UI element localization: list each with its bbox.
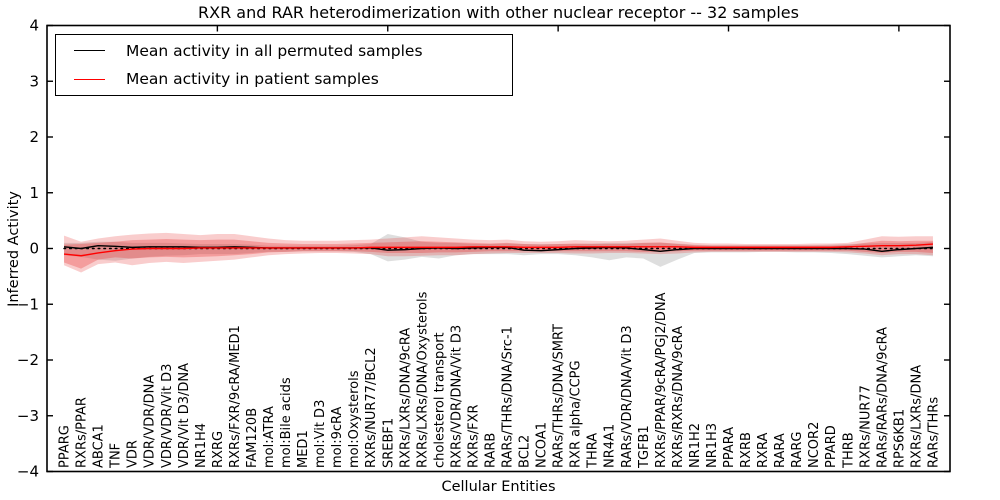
band-patient-outer bbox=[64, 232, 933, 273]
x-category-label: ABCA1 bbox=[92, 424, 107, 468]
x-category-label: RARs/RARs/DNA/9cRA bbox=[875, 327, 890, 468]
x-category-label: VDR/Vit D3/DNA bbox=[177, 363, 192, 468]
y-tick-label: −4 bbox=[17, 463, 39, 481]
x-category-label: VDR/VDR/DNA bbox=[143, 375, 158, 468]
x-category-label: TNF bbox=[109, 443, 124, 469]
x-category-label: RXRs/FXR/9cRA/MED1 bbox=[228, 325, 243, 468]
x-category-label: RXRs/FXR bbox=[466, 404, 481, 468]
x-category-label: RXRs/RXRs/DNA/9cRA bbox=[671, 326, 686, 468]
x-category-label: RARG bbox=[790, 431, 805, 468]
x-category-label: mol:ATRA bbox=[262, 406, 277, 468]
x-category-label: RXRs/NUR77 bbox=[858, 385, 873, 468]
y-tick-label: −1 bbox=[17, 295, 39, 313]
x-category-label: RXRG bbox=[211, 431, 226, 468]
legend-item-permuted: Mean activity in all permuted samples bbox=[56, 38, 512, 64]
x-category-label: RXRs/VDR/DNA/Vit D3 bbox=[449, 325, 464, 468]
x-axis-label: Cellular Entities bbox=[441, 479, 556, 495]
x-category-label: mol:Bile acids bbox=[279, 377, 294, 468]
x-category-label: RXRB bbox=[739, 432, 754, 468]
x-category-label: BCL2 bbox=[518, 435, 533, 468]
x-category-label: RARs/THRs/DNA/Src-1 bbox=[501, 326, 516, 468]
x-category-label: NR1H3 bbox=[705, 423, 720, 468]
y-tick-label: 0 bbox=[29, 240, 39, 258]
y-tick-label: 2 bbox=[29, 128, 39, 146]
legend: Mean activity in all permuted samples Me… bbox=[55, 34, 513, 96]
x-category-label: TGFB1 bbox=[637, 425, 652, 469]
x-category-label: RXRA bbox=[756, 433, 771, 468]
x-category-label: SREBF1 bbox=[381, 418, 396, 468]
x-category-label: THRA bbox=[586, 433, 601, 469]
x-category-label: mol:9cRA bbox=[330, 406, 345, 468]
x-category-label: NR1H4 bbox=[194, 423, 209, 468]
y-tick-label: −2 bbox=[17, 351, 39, 369]
x-category-label: RARs/THRs/DNA/SMRT bbox=[552, 324, 567, 468]
x-category-label: RXRs/NUR77/BCL2 bbox=[364, 347, 379, 468]
x-category-label: RARB bbox=[483, 433, 498, 468]
x-category-label: RARs/VDR/DNA/Vit D3 bbox=[620, 325, 635, 468]
x-category-label: mol:Vit D3 bbox=[313, 400, 328, 468]
y-tick-label: 1 bbox=[29, 184, 39, 202]
chart-title: RXR and RAR heterodimerization with othe… bbox=[198, 3, 799, 22]
x-category-label: VDR/VDR/Vit D3 bbox=[160, 364, 175, 468]
y-axis-label: Inferred Activity bbox=[6, 191, 22, 307]
y-tick-label: 4 bbox=[29, 17, 39, 35]
x-category-label: RXRs/LXRs/DNA/9cRA bbox=[398, 328, 413, 468]
y-tick-label: −3 bbox=[17, 407, 39, 425]
patient-line-swatch bbox=[74, 78, 105, 80]
y-tick-label: 3 bbox=[29, 72, 39, 90]
x-category-label: mol:Oxysterols bbox=[347, 370, 362, 468]
x-category-label: RXR alpha/CCPG bbox=[569, 360, 584, 468]
legend-label: Mean activity in patient samples bbox=[126, 70, 379, 89]
permuted-line-swatch bbox=[74, 50, 105, 52]
x-category-label: FAM120B bbox=[245, 408, 260, 468]
x-category-label: MED1 bbox=[296, 430, 311, 468]
x-category-label: RPS6KB1 bbox=[892, 409, 907, 468]
legend-item-patient: Mean activity in patient samples bbox=[56, 66, 512, 92]
x-category-label: RARA bbox=[773, 433, 788, 468]
x-category-label: RXRs/LXRs/DNA/Oxysterols bbox=[415, 291, 430, 468]
x-category-label: NR4A1 bbox=[603, 424, 618, 468]
x-category-label: VDR bbox=[126, 440, 141, 468]
x-category-label: THRB bbox=[841, 432, 856, 469]
x-category-label: RARs/THRs bbox=[926, 397, 941, 468]
x-category-label: PPARA bbox=[722, 427, 737, 468]
x-category-label: NCOR2 bbox=[807, 422, 822, 468]
x-category-label: PPARG bbox=[58, 425, 73, 468]
x-category-label: RXRs/PPAR bbox=[75, 397, 90, 468]
x-category-label: cholesterol transport bbox=[432, 332, 447, 468]
legend-label: Mean activity in all permuted samples bbox=[126, 41, 423, 60]
x-category-label: PPARD bbox=[824, 425, 839, 468]
x-category-label: RXRs/PPAR/9cRA/PGJ2/DNA bbox=[654, 292, 669, 468]
band-patient-inner bbox=[64, 239, 933, 269]
series-line-1 bbox=[63, 243, 934, 257]
x-category-label: NR1H2 bbox=[688, 423, 703, 468]
x-category-label: NCOA1 bbox=[535, 422, 550, 468]
x-category-label: RXRs/LXRs/DNA bbox=[909, 365, 924, 468]
band-permuted-range bbox=[64, 234, 933, 267]
